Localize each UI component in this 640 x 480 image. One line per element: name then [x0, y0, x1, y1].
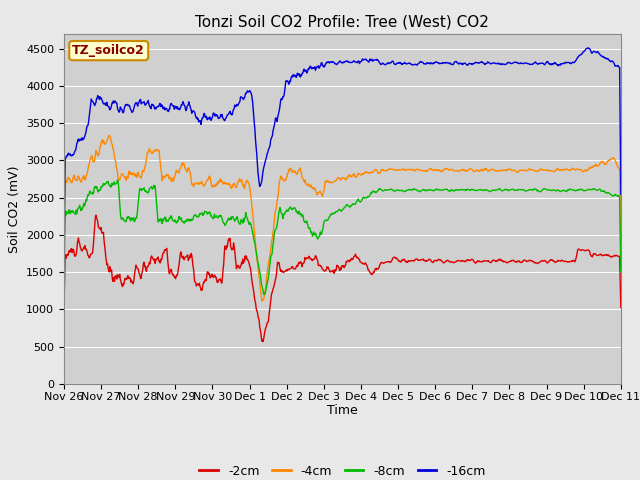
- X-axis label: Time: Time: [327, 405, 358, 418]
- Y-axis label: Soil CO2 (mV): Soil CO2 (mV): [8, 165, 20, 252]
- Text: TZ_soilco2: TZ_soilco2: [72, 44, 145, 57]
- Title: Tonzi Soil CO2 Profile: Tree (West) CO2: Tonzi Soil CO2 Profile: Tree (West) CO2: [195, 15, 490, 30]
- Legend: -2cm, -4cm, -8cm, -16cm: -2cm, -4cm, -8cm, -16cm: [194, 460, 491, 480]
